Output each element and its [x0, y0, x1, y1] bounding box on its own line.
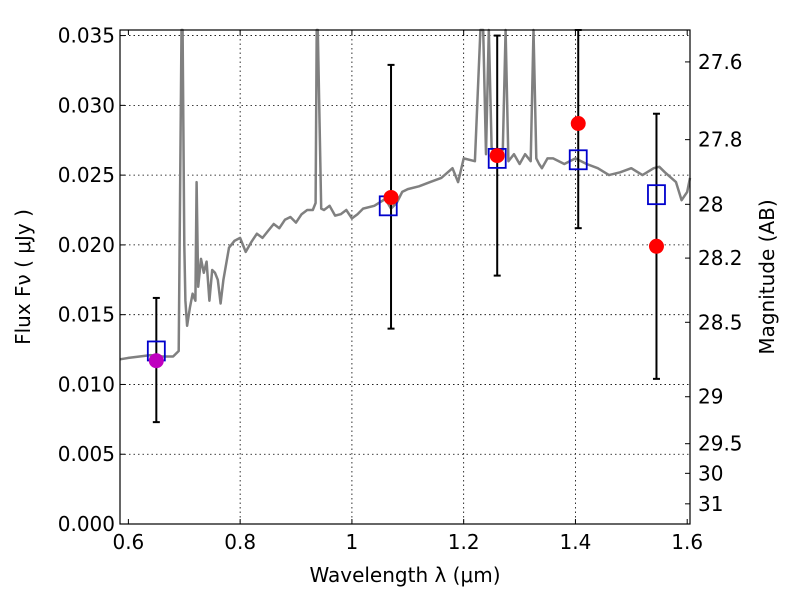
model-spectrum: [119, 28, 692, 361]
right-tick-label: 30: [698, 461, 723, 485]
x-tick-label: 1: [346, 530, 359, 554]
y-tick-label: 0.025: [58, 163, 115, 187]
y-axis-right-title: Magnitude (AB): [755, 199, 779, 354]
y-tick-label: 0.000: [58, 512, 115, 536]
x-tick-label: 1.6: [671, 530, 703, 554]
spectrum-line: [119, 28, 692, 361]
observed-flux-point: [648, 238, 664, 254]
observed-flux-point: [148, 353, 164, 369]
x-tick-label: 0.6: [112, 530, 144, 554]
grid-lines: [120, 30, 690, 524]
x-tick-label: 1.2: [448, 530, 480, 554]
observed-flux-point: [489, 148, 505, 164]
observed-flux-point: [570, 115, 586, 131]
y-tick-label: 0.020: [58, 233, 115, 257]
right-tick-label: 31: [698, 492, 723, 516]
right-tick-label: 27.8: [698, 128, 743, 152]
error-bars: [152, 29, 660, 424]
right-tick-label: 28.2: [698, 246, 743, 270]
model-bandpass-square: [647, 184, 666, 206]
y-tick-label: 0.010: [58, 372, 115, 396]
y-tick-label: 0.015: [58, 303, 115, 327]
y-tick-label: 0.035: [58, 24, 115, 48]
right-tick-label: 27.6: [698, 50, 743, 74]
x-axis-title: Wavelength λ (μm): [309, 563, 500, 587]
plot-frame: [119, 29, 691, 525]
right-tick-label: 29: [698, 385, 723, 409]
y-axis-title: Flux Fν ( μJy ): [11, 209, 35, 345]
right-tick-label: 28.5: [698, 310, 743, 334]
y-tick-label: 0.030: [58, 93, 115, 117]
model-bandpass-points: [146, 147, 666, 362]
right-tick-label: 29.5: [698, 432, 743, 456]
observed-flux-point: [383, 189, 399, 205]
x-tick-label: 1.4: [560, 530, 592, 554]
x-tick-label: 0.8: [224, 530, 256, 554]
observed-points: [148, 115, 664, 369]
axis-ticks: 0.6 0.8 1 1.2 1.4 1.6 0.000 0.005 0.010 0.015 0.02…: [58, 24, 743, 554]
y-tick-label: 0.005: [58, 442, 115, 466]
model-bandpass-square: [568, 149, 588, 171]
right-tick-label: 28: [698, 192, 723, 216]
